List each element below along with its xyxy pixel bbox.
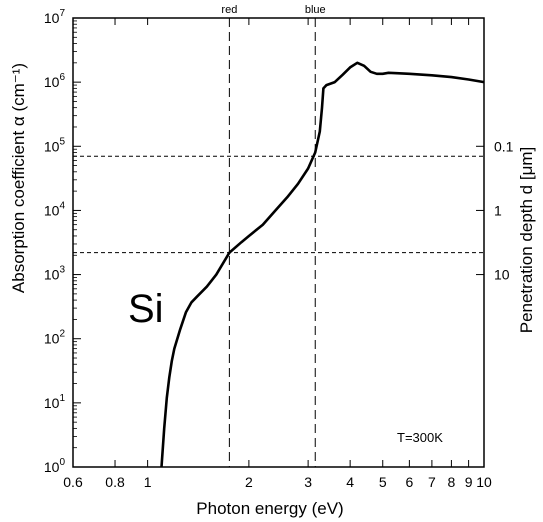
series-line-si: [160, 61, 485, 468]
right-tick-label: 0.1: [494, 138, 514, 154]
x-tick-label: 10: [476, 474, 492, 490]
right-tick-label: 10: [494, 267, 510, 283]
plot-frame: [72, 17, 485, 468]
temperature-label: T=300K: [397, 430, 443, 445]
plot-area: [72, 17, 485, 468]
y-tick-label: 105: [44, 136, 66, 154]
x-axis-ticks: 0.6 0.8 1 2 3 4 5 6 7 8 9 10: [63, 18, 492, 490]
ref-label-red: red: [221, 4, 237, 16]
x-tick-label: 2: [245, 474, 253, 490]
y-tick-label: 107: [44, 8, 66, 26]
y-tick-label: 100: [44, 457, 66, 475]
x-tick-label: 6: [405, 474, 413, 490]
ref-label-blue: blue: [305, 4, 326, 16]
right-axis-ticks: 0.1 1 10: [476, 138, 514, 283]
reference-lines: [73, 18, 484, 467]
y-axis-title-right: Penetration depth d [μm]: [517, 147, 536, 334]
x-tick-label: 7: [428, 474, 436, 490]
y-tick-label: 101: [44, 393, 66, 411]
y-axis-title-left: Absorption coefficient α (cm⁻¹): [9, 63, 28, 293]
material-label: Si: [128, 287, 164, 331]
x-tick-label: 3: [304, 474, 312, 490]
x-tick-label: 0.8: [105, 474, 125, 490]
x-tick-label: 0.6: [63, 474, 83, 490]
x-tick-label: 4: [346, 474, 354, 490]
x-tick-label: 1: [144, 474, 152, 490]
x-tick-label: 5: [379, 474, 387, 490]
y-tick-label: 102: [44, 329, 66, 347]
y-tick-label: 106: [44, 72, 66, 90]
y-tick-label: 103: [44, 265, 66, 283]
x-tick-label: 8: [448, 474, 456, 490]
right-tick-label: 1: [494, 202, 502, 218]
x-axis-title: Photon energy (eV): [196, 499, 343, 518]
y-axis-ticks: 100 101 102 103 104 105 106 107: [44, 8, 81, 475]
y-tick-label: 104: [44, 200, 66, 218]
x-tick-label: 9: [465, 474, 473, 490]
